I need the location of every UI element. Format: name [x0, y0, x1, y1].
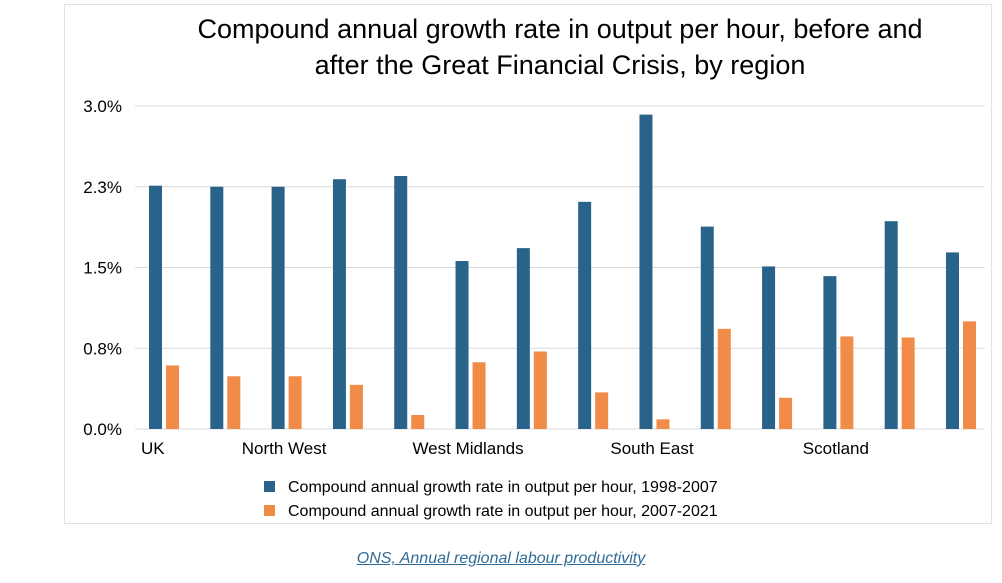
chart-frame — [64, 4, 992, 524]
bars — [149, 114, 976, 429]
y-tick-label: 2.3% — [83, 178, 122, 197]
bar-series-2-group-8 — [595, 392, 609, 429]
bar-series-2-group-12 — [840, 336, 854, 429]
bar-series-1-group-13 — [884, 221, 898, 429]
bar-series-2-group-1 — [166, 365, 179, 429]
bar-series-1-group-1 — [149, 185, 162, 429]
category-label: West Midlands — [412, 439, 523, 458]
legend-swatch-series-2 — [264, 505, 275, 516]
bar-series-1-group-14 — [946, 252, 959, 429]
source-link[interactable]: ONS, Annual regional labour productivity — [356, 550, 646, 567]
category-label: South East — [610, 439, 693, 458]
bar-series-1-group-6 — [455, 261, 469, 429]
legend-label-series-1: Compound annual growth rate in output pe… — [288, 479, 718, 496]
legend-swatch-series-1 — [264, 481, 275, 492]
category-labels: UK North West West Midlands South East Scotl… — [141, 439, 869, 458]
bar-series-1-group-9 — [639, 114, 653, 429]
bar-series-2-group-7 — [533, 351, 547, 429]
bar-series-1-group-10 — [700, 226, 714, 429]
chart-title: Compound annual growth rate in output pe… — [197, 14, 922, 80]
chart-title-line-1: Compound annual growth rate in output pe… — [197, 14, 922, 44]
bar-series-1-group-8 — [578, 201, 592, 429]
bar-series-1-group-11 — [762, 266, 776, 429]
bar-series-2-group-11 — [779, 397, 793, 429]
bar-series-1-group-5 — [394, 175, 408, 429]
bar-series-2-group-6 — [472, 362, 486, 429]
bar-series-1-group-7 — [516, 248, 530, 429]
gridlines — [135, 105, 985, 430]
y-tick-label: 0.0% — [83, 420, 122, 439]
bar-series-1-group-2 — [210, 186, 224, 429]
bar-series-1-group-3 — [271, 186, 285, 429]
bar-series-2-group-5 — [411, 415, 425, 429]
y-tick-label: 1.5% — [83, 259, 122, 278]
bar-series-2-group-3 — [288, 376, 302, 429]
category-label: Scotland — [803, 439, 869, 458]
legend-label-series-2: Compound annual growth rate in output pe… — [288, 503, 718, 520]
bar-series-2-group-2 — [227, 376, 241, 429]
chart-title-line-2: after the Great Financial Crisis, by reg… — [315, 50, 806, 80]
category-label: North West — [242, 439, 327, 458]
bar-series-1-group-12 — [823, 276, 837, 429]
bar-series-2-group-14 — [963, 321, 976, 429]
legend: Compound annual growth rate in output pe… — [264, 479, 718, 520]
category-label: UK — [141, 439, 165, 458]
bar-series-2-group-10 — [717, 328, 731, 429]
bar-series-2-group-9 — [656, 419, 670, 429]
bar-series-1-group-4 — [332, 179, 346, 429]
y-tick-label: 0.8% — [83, 339, 122, 358]
bar-series-2-group-13 — [901, 337, 915, 429]
bar-series-2-group-4 — [349, 384, 363, 429]
y-tick-label: 3.0% — [83, 97, 122, 116]
y-axis-ticks: 0.0% 0.8% 1.5% 2.3% 3.0% — [83, 97, 122, 439]
